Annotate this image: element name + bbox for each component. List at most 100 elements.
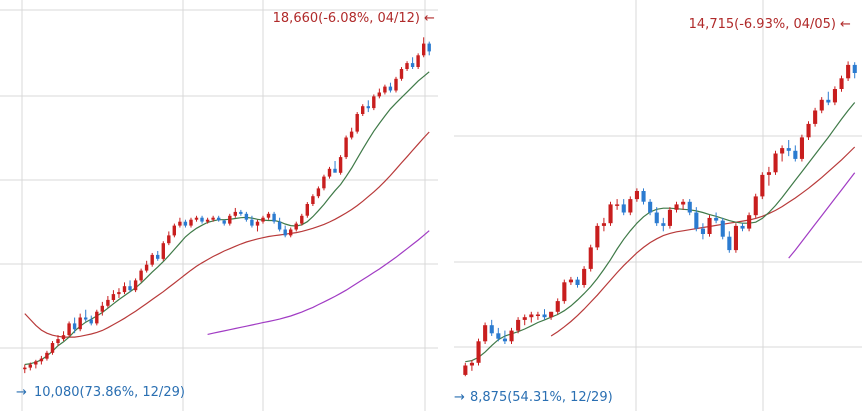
candle-body-up: [255, 221, 260, 226]
candlestick: [509, 327, 514, 345]
chart-panel-right: 14,715(-6.93%, 04/05) ← → 8,875(54.31%, …: [454, 0, 862, 411]
candle-body-up: [674, 204, 679, 210]
candlestick: [117, 288, 121, 298]
candlestick: [549, 311, 554, 320]
candlestick: [595, 223, 600, 251]
candle-body-down: [542, 314, 547, 318]
candlestick: [56, 335, 60, 346]
candlestick: [687, 199, 692, 216]
candlestick: [793, 145, 798, 162]
candlestick: [205, 217, 210, 224]
candlestick: [410, 57, 415, 70]
candle-body-up: [588, 247, 593, 269]
candlestick: [156, 251, 160, 261]
candle-body-up: [205, 219, 210, 222]
candle-body-up: [172, 225, 176, 236]
candlestick: [667, 207, 672, 229]
moving-average-short-line: [465, 102, 856, 363]
candlestick: [582, 266, 587, 288]
candle-body-up: [322, 176, 326, 189]
candle-body-down: [852, 64, 857, 73]
candlestick: [211, 215, 215, 222]
candle-body-up: [522, 317, 527, 320]
candlestick: [806, 121, 811, 141]
candle-body-up: [56, 339, 60, 343]
candle-body-down: [826, 99, 831, 103]
candlestick: [562, 279, 567, 304]
candle-body-up: [355, 114, 359, 132]
candle-body-up: [667, 209, 672, 226]
candlestick: [463, 362, 468, 377]
candle-body-up: [189, 219, 193, 226]
candle-body-up: [615, 204, 620, 206]
candle-body-up: [483, 325, 488, 342]
candlestick: [780, 145, 785, 162]
candle-body-up: [327, 168, 332, 177]
high-arrow-icon: ←: [840, 17, 851, 32]
candlestick: [250, 215, 254, 228]
candle-body-up: [233, 211, 237, 216]
candle-body-up: [516, 319, 521, 331]
candlestick: [542, 309, 547, 320]
candlestick: [427, 41, 431, 56]
candlestick: [502, 330, 507, 345]
candle-body-down: [641, 191, 646, 202]
candle-body-up: [753, 196, 758, 216]
candlestick: [300, 213, 304, 226]
candlestick: [217, 215, 221, 222]
candle-body-up: [139, 270, 143, 281]
candle-body-down: [687, 201, 692, 213]
candlestick: [61, 331, 66, 342]
candle-body-up: [463, 365, 468, 375]
candlestick: [621, 199, 626, 216]
candle-body-down: [621, 204, 626, 213]
candle-body-down: [366, 106, 370, 109]
candlestick: [289, 227, 293, 238]
candlestick: [747, 212, 752, 232]
candlestick: [34, 359, 38, 369]
candle-body-down: [183, 221, 188, 226]
candlestick: [720, 217, 725, 240]
candle-body-up: [377, 92, 381, 97]
candle-body-up: [338, 157, 343, 173]
candlestick: [740, 223, 745, 232]
low-arrow-icon: →: [16, 385, 27, 400]
high-price-label: 14,715(-6.93%, 04/05): [689, 17, 836, 32]
candle-body-down: [222, 220, 226, 224]
candle-body-up: [50, 343, 55, 353]
candle-body-down: [89, 319, 93, 324]
candle-body-up: [760, 174, 765, 197]
candlestick: [222, 219, 226, 226]
candle-body-down: [489, 325, 494, 334]
candle-body-down: [250, 219, 254, 226]
candle-body-up: [819, 99, 824, 111]
candlestick: [128, 280, 132, 293]
candle-body-up: [261, 217, 265, 222]
candlestick: [707, 215, 712, 237]
candle-body-up: [773, 153, 778, 173]
candlestick: [39, 355, 44, 365]
candle-body-down: [388, 86, 393, 91]
candle-body-up: [133, 280, 138, 291]
candlestick: [95, 309, 99, 326]
candle-body-up: [300, 215, 304, 224]
candlestick-chart-left: 18,660(-6.08%, 04/12) ← → 10,080(73.86%,…: [0, 0, 438, 411]
candle-body-down: [217, 217, 221, 221]
candlestick: [852, 62, 857, 79]
candle-body-down: [727, 236, 732, 251]
high-arrow-icon: ←: [424, 11, 435, 26]
candle-body-up: [399, 69, 404, 79]
candlestick: [178, 217, 182, 228]
candle-body-down: [72, 323, 77, 330]
candle-body-up: [476, 341, 481, 363]
candlestick: [72, 317, 77, 334]
candlestick: [277, 217, 282, 232]
candle-body-down: [661, 223, 666, 226]
candle-body-up: [228, 215, 232, 224]
candle-body-up: [747, 215, 752, 229]
candlestick: [327, 166, 332, 179]
candlestick: [344, 135, 348, 160]
candlestick: [416, 53, 420, 70]
candle-body-up: [349, 131, 354, 138]
candle-body-up: [305, 204, 309, 216]
